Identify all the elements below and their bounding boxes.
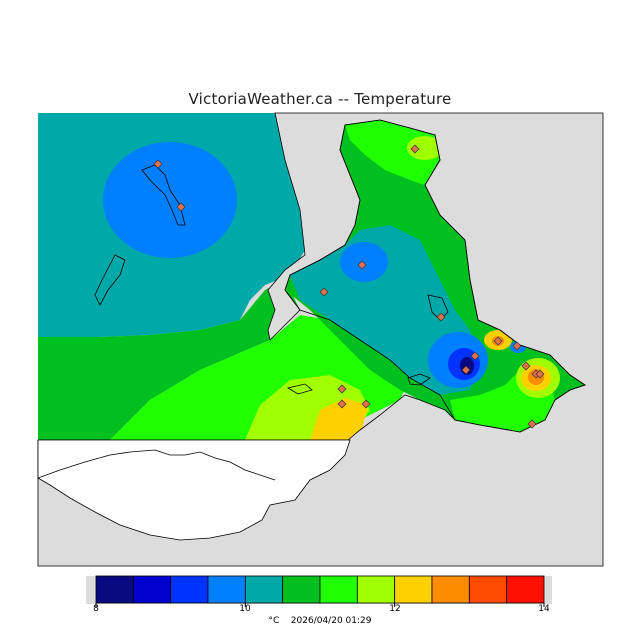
contour-11-115-strip (38, 280, 300, 440)
station-marker (527, 419, 537, 429)
temperature-contours (38, 113, 585, 440)
legend-swatch (319, 575, 358, 604)
legend-footer: °C 2026/04/20 01:29 (0, 616, 640, 626)
legend-swatch (207, 575, 246, 604)
station-marker (470, 351, 480, 361)
legend-swatch (394, 575, 433, 604)
island-south (286, 383, 313, 395)
legend-timestamp: 2026/04/20 01:29 (290, 616, 372, 626)
contour-115-12-north (345, 120, 440, 185)
island-west-large (141, 164, 186, 226)
legend-tick: 14 (538, 604, 550, 614)
legend-swatch (132, 575, 172, 604)
legend-swatch (468, 575, 508, 604)
legend-swatch (356, 575, 396, 604)
map-title: VictoriaWeather.ca -- Temperature (188, 90, 452, 108)
legend-swatch (95, 575, 134, 604)
station-marker (493, 336, 503, 346)
legend-tick: 10 (239, 604, 251, 614)
station-marker (361, 399, 371, 409)
island-west-small (94, 254, 126, 306)
station-marker (153, 159, 163, 169)
station-marker (176, 202, 186, 212)
contour-9-10-central (340, 242, 388, 282)
legend-swatch (170, 575, 209, 604)
station-marker (535, 369, 545, 379)
island-spit (407, 373, 431, 386)
station-marker (410, 144, 420, 154)
station-markers (153, 144, 545, 429)
contour-125-13-south (310, 398, 368, 440)
legend-swatch (244, 575, 284, 604)
contour-9-10-west (103, 142, 237, 258)
station-marker (521, 361, 531, 371)
station-marker (337, 399, 347, 409)
station-marker (436, 312, 446, 322)
station-marker (461, 365, 471, 375)
islands (94, 164, 449, 395)
legend-unit: °C (268, 616, 280, 626)
station-marker (337, 384, 347, 394)
coast-olympic-north (37, 449, 276, 481)
station-marker (319, 287, 329, 297)
legend-tick: 12 (389, 604, 401, 614)
legend-colorbar (86, 575, 552, 607)
station-marker (357, 260, 367, 270)
legend-swatch (282, 575, 321, 604)
land-olympic-peninsula (37, 439, 351, 541)
legend-swatch (431, 575, 470, 604)
legend-tick: 8 (93, 604, 99, 614)
contour-12-125-north (407, 136, 443, 160)
legend-swatch (506, 575, 545, 604)
station-marker (512, 341, 522, 351)
